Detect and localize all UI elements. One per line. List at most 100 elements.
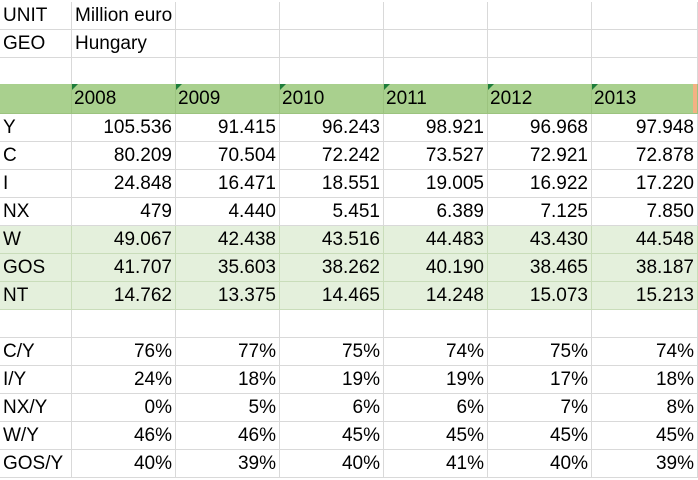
value-cell[interactable]: 14.465: [280, 282, 384, 310]
cell-empty[interactable]: [280, 310, 384, 338]
cell-empty[interactable]: [488, 310, 592, 338]
value-cell[interactable]: 19%: [384, 366, 488, 394]
value-cell[interactable]: 6%: [384, 394, 488, 422]
value-cell[interactable]: 45%: [384, 422, 488, 450]
cell-empty[interactable]: [592, 58, 698, 86]
cell-empty[interactable]: [592, 310, 698, 338]
header-year-cell[interactable]: 2013: [592, 84, 698, 114]
value-cell[interactable]: 73.527: [384, 142, 488, 170]
value-cell[interactable]: 43.516: [280, 226, 384, 254]
cell-empty[interactable]: [72, 58, 176, 86]
value-cell[interactable]: 19.005: [384, 170, 488, 198]
value-cell[interactable]: 479: [72, 198, 176, 226]
value-cell[interactable]: 7.850: [592, 198, 698, 226]
value-cell[interactable]: 80.209: [72, 142, 176, 170]
value-cell[interactable]: 19%: [280, 366, 384, 394]
value-cell[interactable]: 77%: [176, 338, 280, 366]
value-cell[interactable]: 46%: [72, 422, 176, 450]
value-cell[interactable]: 44.548: [592, 226, 698, 254]
value-cell[interactable]: 45%: [280, 422, 384, 450]
row-label[interactable]: I: [0, 170, 72, 198]
value-cell[interactable]: 72.921: [488, 142, 592, 170]
value-cell[interactable]: 14.248: [384, 282, 488, 310]
value-cell[interactable]: 40.190: [384, 254, 488, 282]
cell-empty[interactable]: [176, 310, 280, 338]
row-label[interactable]: C: [0, 142, 72, 170]
value-cell[interactable]: 70.504: [176, 142, 280, 170]
cell-empty[interactable]: [176, 58, 280, 86]
cell-empty[interactable]: [488, 2, 592, 30]
value-cell[interactable]: 96.243: [280, 114, 384, 142]
cell-geo-label[interactable]: GEO: [0, 30, 72, 58]
value-cell[interactable]: 35.603: [176, 254, 280, 282]
value-cell[interactable]: 45%: [488, 422, 592, 450]
cell-empty[interactable]: [384, 58, 488, 86]
value-cell[interactable]: 44.483: [384, 226, 488, 254]
value-cell[interactable]: 97.948: [592, 114, 698, 142]
value-cell[interactable]: 76%: [72, 338, 176, 366]
value-cell[interactable]: 72.878: [592, 142, 698, 170]
value-cell[interactable]: 4.440: [176, 198, 280, 226]
cell-empty[interactable]: [488, 58, 592, 86]
cell-unit-value[interactable]: Million euro: [72, 2, 176, 30]
cell-empty[interactable]: [384, 2, 488, 30]
value-cell[interactable]: 91.415: [176, 114, 280, 142]
value-cell[interactable]: 17.220: [592, 170, 698, 198]
value-cell[interactable]: 6.389: [384, 198, 488, 226]
value-cell[interactable]: 75%: [280, 338, 384, 366]
row-label[interactable]: GOS/Y: [0, 450, 72, 478]
value-cell[interactable]: 16.471: [176, 170, 280, 198]
cell-empty[interactable]: [176, 30, 280, 58]
value-cell[interactable]: 24%: [72, 366, 176, 394]
value-cell[interactable]: 14.762: [72, 282, 176, 310]
value-cell[interactable]: 8%: [592, 394, 698, 422]
value-cell[interactable]: 96.968: [488, 114, 592, 142]
header-year-cell[interactable]: 2010: [280, 84, 384, 114]
value-cell[interactable]: 41.707: [72, 254, 176, 282]
value-cell[interactable]: 105.536: [72, 114, 176, 142]
value-cell[interactable]: 15.073: [488, 282, 592, 310]
value-cell[interactable]: 39%: [592, 450, 698, 478]
header-year-cell[interactable]: 2012: [488, 84, 592, 114]
value-cell[interactable]: 49.067: [72, 226, 176, 254]
header-year-cell[interactable]: 2009: [176, 84, 280, 114]
row-label[interactable]: W/Y: [0, 422, 72, 450]
value-cell[interactable]: 38.187: [592, 254, 698, 282]
value-cell[interactable]: 6%: [280, 394, 384, 422]
cell-empty[interactable]: [384, 30, 488, 58]
value-cell[interactable]: 45%: [592, 422, 698, 450]
value-cell[interactable]: 74%: [384, 338, 488, 366]
cell-empty[interactable]: [280, 58, 384, 86]
row-label[interactable]: I/Y: [0, 366, 72, 394]
value-cell[interactable]: 18%: [592, 366, 698, 394]
value-cell[interactable]: 18.551: [280, 170, 384, 198]
cell-empty[interactable]: [0, 310, 72, 338]
value-cell[interactable]: 74%: [592, 338, 698, 366]
cell-geo-value[interactable]: Hungary: [72, 30, 176, 58]
header-corner-cell[interactable]: [0, 84, 72, 114]
value-cell[interactable]: 5.451: [280, 198, 384, 226]
value-cell[interactable]: 5%: [176, 394, 280, 422]
header-year-cell[interactable]: 2008: [72, 84, 176, 114]
value-cell[interactable]: 39%: [176, 450, 280, 478]
value-cell[interactable]: 72.242: [280, 142, 384, 170]
row-label[interactable]: Y: [0, 114, 72, 142]
cell-empty[interactable]: [72, 310, 176, 338]
value-cell[interactable]: 41%: [384, 450, 488, 478]
value-cell[interactable]: 7%: [488, 394, 592, 422]
value-cell[interactable]: 40%: [488, 450, 592, 478]
value-cell[interactable]: 15.213: [592, 282, 698, 310]
value-cell[interactable]: 40%: [280, 450, 384, 478]
cell-empty[interactable]: [384, 310, 488, 338]
value-cell[interactable]: 16.922: [488, 170, 592, 198]
cell-empty[interactable]: [0, 58, 72, 86]
cell-empty[interactable]: [280, 2, 384, 30]
value-cell[interactable]: 17%: [488, 366, 592, 394]
value-cell[interactable]: 18%: [176, 366, 280, 394]
value-cell[interactable]: 13.375: [176, 282, 280, 310]
header-year-cell[interactable]: 2011: [384, 84, 488, 114]
row-label[interactable]: GOS: [0, 254, 72, 282]
value-cell[interactable]: 38.465: [488, 254, 592, 282]
cell-empty[interactable]: [488, 30, 592, 58]
value-cell[interactable]: 7.125: [488, 198, 592, 226]
